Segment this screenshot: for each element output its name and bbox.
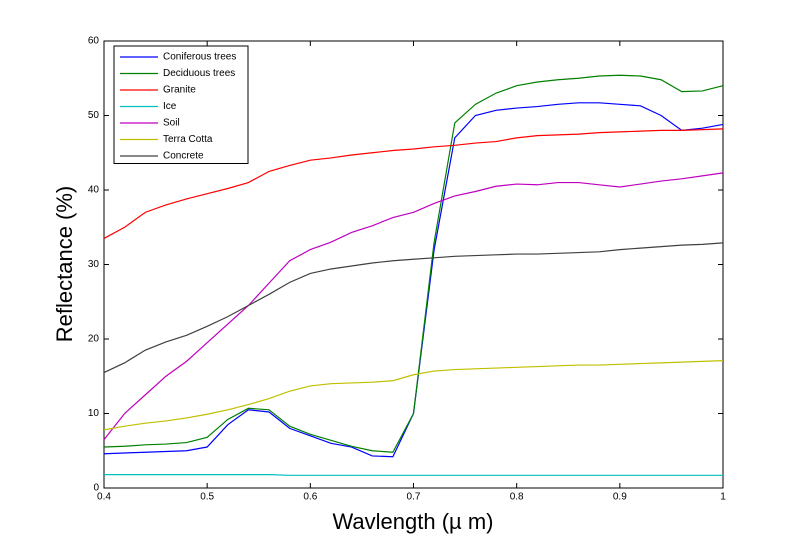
y-tick-label: 30 [88,259,100,270]
x-axis-label: Wavlength (µ m) [332,509,493,534]
x-tick-label: 0.9 [613,492,627,503]
y-tick-label: 0 [93,483,99,494]
x-tick-label: 0.7 [407,492,421,503]
line-series [103,360,724,431]
legend-box [113,45,249,164]
legend-label: Ice [163,101,177,112]
x-tick-label: 0.5 [200,492,214,503]
legend-label: Soil [163,118,180,129]
y-tick-label: 60 [88,36,100,47]
legend-label: Coniferous trees [163,52,236,63]
legend-label: Deciduous trees [163,68,235,79]
x-tick-label: 0.4 [97,492,111,503]
legend-label: Granite [163,85,196,96]
line-series [103,242,724,374]
line-series [103,172,724,440]
y-tick-label: 10 [88,408,100,419]
legend-label: Concrete [163,151,204,162]
y-tick-label: 40 [88,185,100,196]
y-tick-label: 50 [88,110,100,121]
line-series [103,74,724,453]
y-tick-label: 20 [88,334,100,345]
x-tick-label: 1 [720,492,726,503]
legend-label: Terra Cotta [163,134,213,145]
x-tick-label: 0.6 [303,492,317,503]
line-series [104,473,723,476]
x-tick-label: 0.8 [510,492,524,503]
y-axis-label: Reflectance (%) [52,186,77,343]
line-series [103,128,724,239]
